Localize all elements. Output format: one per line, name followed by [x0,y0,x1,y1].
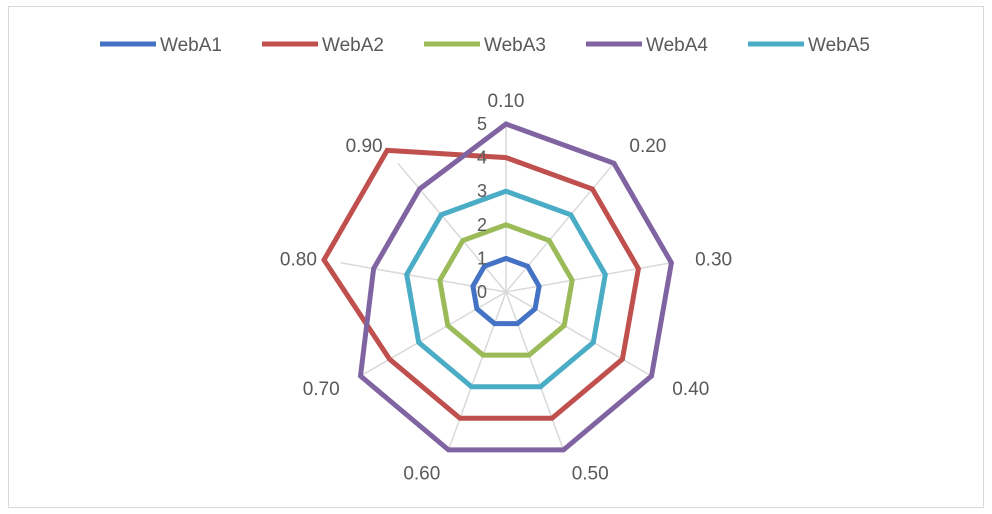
radial-tick-labels: 0 1 2 3 4 5 [477,114,487,302]
legend-label: WebA3 [484,35,546,56]
category-label: 0.50 [572,463,609,484]
series-weba1-line [470,255,542,327]
category-labels: 0.10 0.20 0.30 0.40 0.50 0.60 0.70 0.80 0.90 [280,91,732,484]
axis-spoke [447,291,507,451]
legend-label: WebA5 [808,35,870,56]
radial-tick-label: 1 [477,248,487,268]
radial-tick-label: 0 [477,282,487,302]
legend-item: WebA3 [424,35,546,56]
axis-spoke [397,162,507,293]
legend-item: WebA4 [586,35,708,56]
legend-label: WebA4 [646,35,708,56]
category-label: 0.80 [280,250,317,271]
legend-item: WebA5 [748,35,870,56]
legend-label: WebA1 [160,35,222,56]
category-label: 0.60 [403,463,440,484]
legend: WebA1 WebA2 WebA3 WebA4 WebA5 [100,35,870,56]
axis-spoke [340,262,507,293]
series-weba4-line [357,121,675,453]
radial-tick-label: 2 [477,215,487,235]
category-label: 0.30 [695,250,732,271]
legend-label: WebA2 [322,35,384,56]
axis-spoke [360,291,507,377]
chart-area [8,6,984,508]
category-label: 0.70 [303,379,340,400]
series-weba3-line [437,222,575,358]
series-weba5-line [404,188,608,390]
category-label: 0.40 [672,379,709,400]
series-layer [321,121,675,453]
radar-axes [340,124,672,451]
axis-spoke [505,162,615,293]
radial-tick-label: 5 [477,114,487,134]
axis-spoke [505,291,652,377]
radial-tick-label: 3 [477,181,487,201]
category-label: 0.90 [346,136,383,157]
legend-item: WebA2 [262,35,384,56]
legend-item: WebA1 [100,35,222,56]
category-label: 0.20 [629,136,666,157]
category-label: 0.10 [488,91,525,112]
axis-spoke [505,291,565,451]
series-weba2-line [321,147,642,421]
radial-tick-label: 4 [477,148,487,168]
axis-spoke [505,262,672,293]
